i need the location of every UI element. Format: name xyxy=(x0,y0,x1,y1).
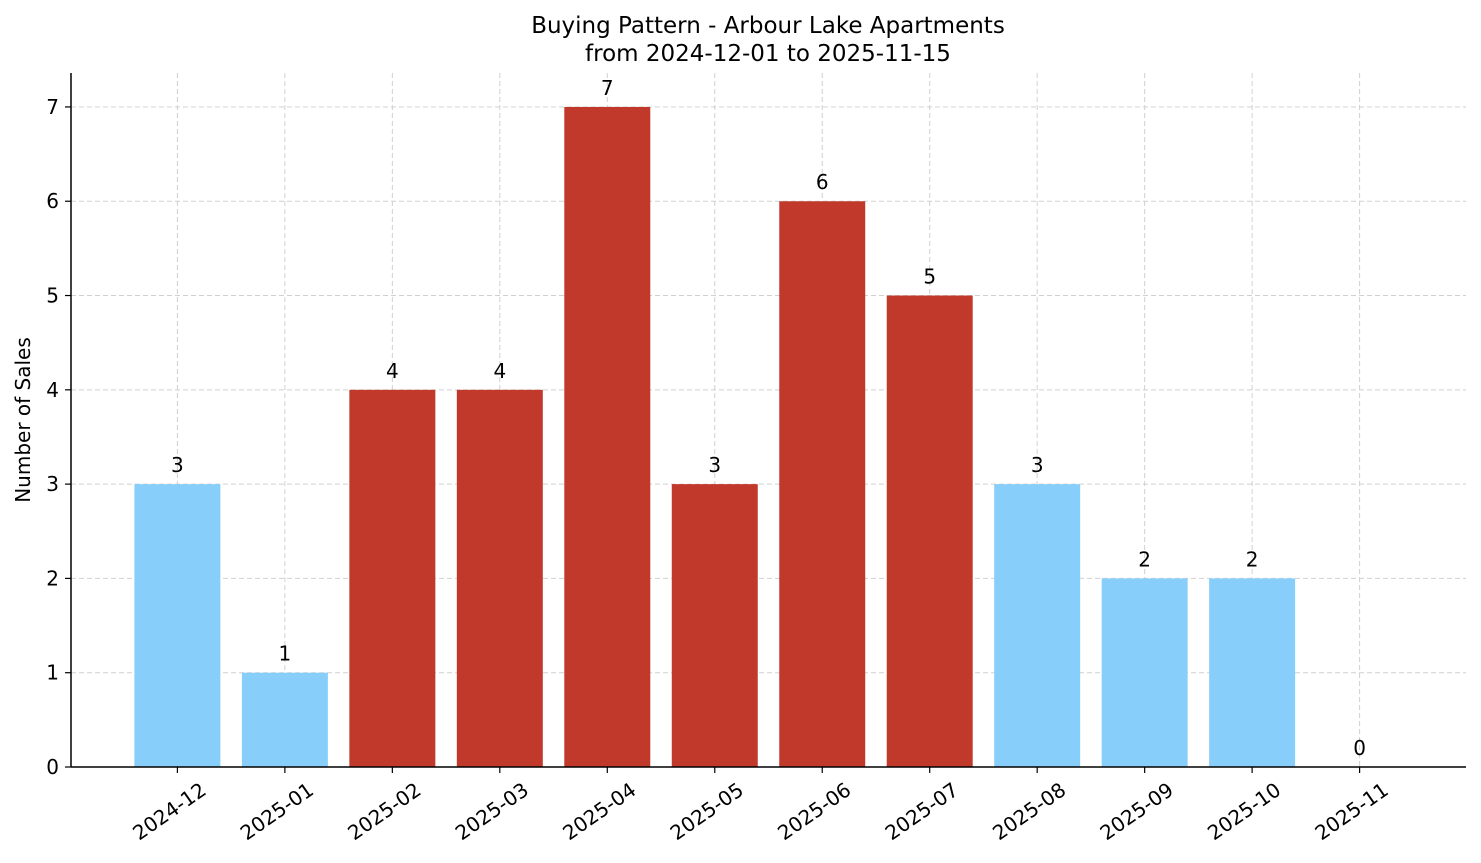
y-tick-label: 3 xyxy=(46,472,59,496)
x-tick-label: 2024-12 xyxy=(128,777,210,845)
value-label: 0 xyxy=(1353,736,1366,760)
x-tick-label: 2025-10 xyxy=(1203,777,1285,845)
bar xyxy=(134,484,221,767)
value-label: 2 xyxy=(1138,547,1151,571)
value-label: 4 xyxy=(493,359,506,383)
value-label: 2 xyxy=(1246,547,1259,571)
y-tick-label: 6 xyxy=(46,189,59,213)
x-tick-label: 2025-01 xyxy=(236,777,318,845)
y-tick-label: 1 xyxy=(46,661,59,685)
y-axis-label: Number of Sales xyxy=(11,337,35,503)
value-label: 6 xyxy=(816,170,829,194)
y-tick-label: 7 xyxy=(46,95,59,119)
y-tick-label: 5 xyxy=(46,284,59,308)
y-tick-label: 4 xyxy=(46,378,59,402)
value-label: 7 xyxy=(601,76,614,100)
bar xyxy=(349,389,436,767)
chart-subtitle: from 2024-12-01 to 2025-11-15 xyxy=(585,41,951,67)
x-tick-label: 2025-08 xyxy=(988,777,1070,845)
bar xyxy=(241,672,328,767)
bar xyxy=(779,201,866,767)
bar xyxy=(886,295,973,767)
value-label: 5 xyxy=(923,265,936,289)
x-tick-label: 2025-05 xyxy=(666,777,748,845)
value-label: 1 xyxy=(279,642,292,666)
x-tick-label: 2025-03 xyxy=(451,777,533,845)
bar xyxy=(456,389,543,767)
x-tick-label: 2025-04 xyxy=(558,777,640,845)
bar xyxy=(564,106,651,767)
bar xyxy=(994,484,1081,767)
x-tick-label: 2025-07 xyxy=(881,777,963,845)
y-tick-label: 2 xyxy=(46,566,59,590)
value-label: 3 xyxy=(708,453,721,477)
bar xyxy=(1209,578,1296,767)
bar xyxy=(1101,578,1188,767)
y-tick-label: 0 xyxy=(46,755,59,779)
value-label: 3 xyxy=(171,453,184,477)
x-tick-label: 2025-11 xyxy=(1310,777,1392,845)
x-tick-label: 2025-06 xyxy=(773,777,855,845)
x-tick-label: 2025-02 xyxy=(343,777,425,845)
chart-title: Buying Pattern - Arbour Lake Apartments xyxy=(531,13,1005,39)
bar xyxy=(671,484,758,767)
x-tick-label: 2025-09 xyxy=(1096,777,1178,845)
value-label: 4 xyxy=(386,359,399,383)
value-label: 3 xyxy=(1031,453,1044,477)
